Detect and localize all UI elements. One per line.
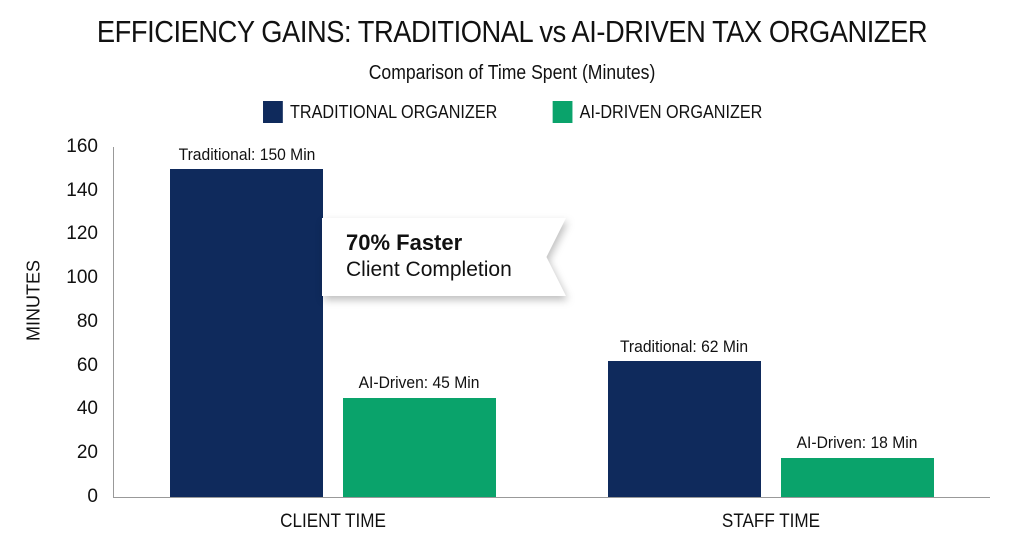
bar-label-staff-traditional: Traditional: 62 Min bbox=[619, 337, 749, 356]
y-tick: 0 bbox=[87, 486, 98, 507]
callout-ribbon-shape bbox=[322, 218, 566, 296]
bar-label-client-ai: AI-Driven: 45 Min bbox=[358, 373, 480, 392]
legend-swatch-ai bbox=[552, 101, 573, 123]
legend-item-ai: AI-DRIVEN ORGANIZER bbox=[552, 101, 762, 123]
callout-detail: Client Completion bbox=[346, 258, 512, 281]
x-axis-line bbox=[113, 497, 990, 498]
bar-label-client-traditional: Traditional: 150 Min bbox=[178, 145, 316, 164]
legend-swatch-traditional bbox=[263, 101, 284, 123]
y-tick: 20 bbox=[76, 442, 98, 463]
legend-label-traditional: TRADITIONAL ORGANIZER bbox=[290, 101, 498, 122]
bar-label-staff-ai: AI-Driven: 18 Min bbox=[796, 433, 918, 452]
callout-headline: 70% Faster bbox=[346, 230, 463, 255]
legend: TRADITIONAL ORGANIZER AI-DRIVEN ORGANIZE… bbox=[0, 101, 1024, 123]
y-tick: 120 bbox=[66, 223, 98, 244]
y-tick: 100 bbox=[66, 267, 98, 288]
y-tick: 80 bbox=[76, 311, 98, 332]
y-tick: 140 bbox=[66, 180, 98, 201]
legend-item-traditional: TRADITIONAL ORGANIZER bbox=[263, 101, 498, 123]
bar-staff-traditional bbox=[608, 361, 761, 497]
callout-banner: 70% Faster Client Completion bbox=[322, 218, 566, 296]
bar-client-ai bbox=[343, 398, 496, 497]
x-category-staff-time: STAFF TIME bbox=[721, 511, 821, 532]
y-tick: 40 bbox=[76, 398, 98, 419]
y-tick: 60 bbox=[76, 355, 98, 376]
chart-title: EFFICIENCY GAINS: TRADITIONAL vs AI-DRIV… bbox=[96, 14, 928, 49]
legend-label-ai: AI-DRIVEN ORGANIZER bbox=[579, 101, 763, 122]
bar-client-traditional bbox=[170, 169, 323, 497]
y-axis-line bbox=[113, 147, 114, 497]
x-category-client-time: CLIENT TIME bbox=[280, 511, 386, 532]
y-axis-title: MINUTES bbox=[23, 260, 44, 341]
y-tick: 160 bbox=[66, 136, 98, 157]
bar-staff-ai bbox=[781, 458, 934, 497]
chart-subtitle: Comparison of Time Spent (Minutes) bbox=[368, 62, 656, 84]
